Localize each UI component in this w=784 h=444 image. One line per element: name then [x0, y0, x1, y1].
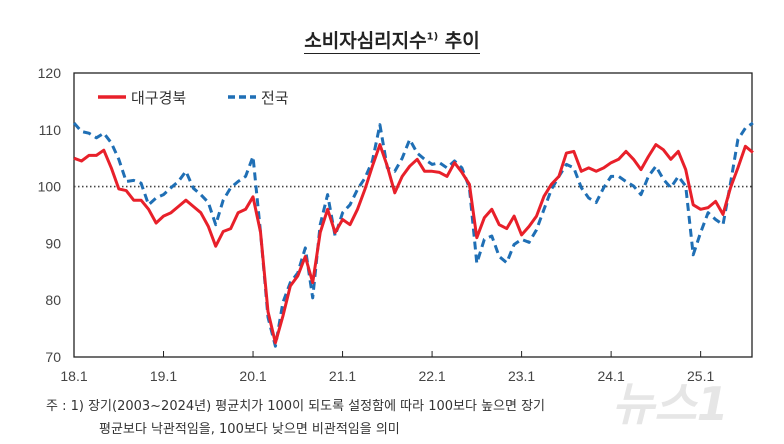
- y-tick-label: 70: [45, 349, 61, 365]
- y-tick-label: 80: [45, 292, 61, 308]
- legend: 대구경북 전국: [98, 89, 289, 107]
- watermark-logo: 뉴스1: [612, 377, 729, 431]
- y-tick-label: 90: [45, 235, 61, 251]
- x-tick-label: 25.1: [687, 368, 714, 384]
- x-tick-label: 18.1: [60, 368, 87, 384]
- legend-label: 대구경북: [131, 89, 186, 107]
- footnote-line-2: 평균보다 낙관적임을, 100보다 낮으면 비관적임을 의미: [99, 422, 400, 437]
- title-suffix: 추이: [438, 30, 480, 52]
- x-tick-label: 21.1: [329, 368, 356, 384]
- series-line-national: [72, 121, 754, 348]
- title-superscript: 1): [426, 31, 439, 43]
- x-tick-label: 23.1: [508, 368, 535, 384]
- x-tick-label: 22.1: [418, 368, 445, 384]
- x-tick-label: 24.1: [597, 368, 624, 384]
- y-tick-label: 120: [38, 65, 62, 81]
- x-tick-label: 19.1: [150, 368, 177, 384]
- x-tick-label: 20.1: [239, 368, 266, 384]
- plot-frame: [73, 72, 753, 358]
- series-line-daegu-gyeongbuk: [73, 143, 754, 345]
- y-tick-label: 110: [39, 122, 62, 138]
- chart-title: 소비자심리지수1) 추이: [0, 26, 784, 54]
- y-tick-label: 100: [38, 179, 62, 195]
- title-text: 소비자심리지수: [304, 30, 427, 52]
- legend-label: 전국: [261, 89, 289, 107]
- footnote-line-1: 주 : 1) 장기(2003~2024년) 평균치가 100이 되도록 설정함에…: [46, 399, 546, 414]
